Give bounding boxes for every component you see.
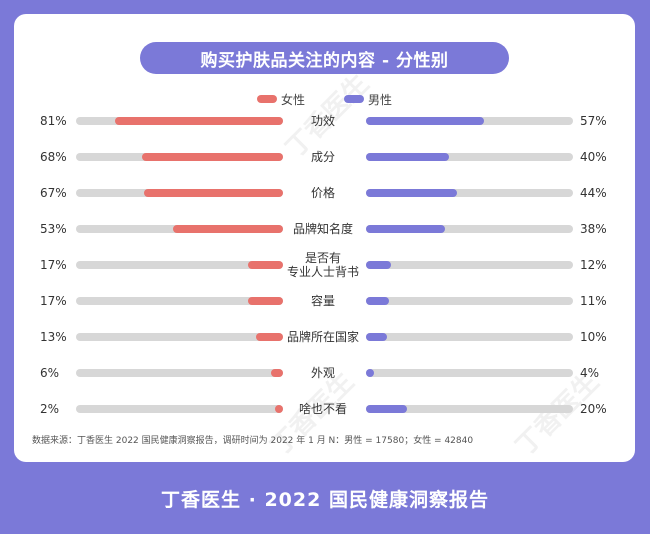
female-bar-track: [76, 333, 283, 341]
male-bar: [366, 261, 391, 269]
female-value-label: 17%: [40, 258, 67, 272]
female-bar: [247, 297, 283, 305]
category-label: 成分: [276, 150, 370, 164]
male-value-label: 20%: [580, 402, 607, 416]
female-bar: [275, 405, 283, 413]
female-bar-track: [76, 153, 283, 161]
male-value-label: 38%: [580, 222, 607, 236]
chart-title: 购买护肤品关注的内容 - 分性别: [140, 42, 509, 74]
category-label-line: 啥也不看: [298, 402, 347, 416]
male-bar-track: [366, 369, 573, 377]
category-label: 容量: [276, 294, 370, 308]
male-bar: [366, 297, 389, 305]
category-label-line: 品牌所在国家: [286, 330, 359, 344]
female-bar-track: [76, 405, 283, 413]
male-value-label: 12%: [580, 258, 607, 272]
male-bar-track: [366, 189, 573, 197]
category-label: 功效: [276, 114, 370, 128]
female-value-label: 53%: [40, 222, 67, 236]
female-value-label: 2%: [40, 402, 60, 416]
category-label-line: 价格: [310, 186, 335, 200]
female-bar: [115, 117, 283, 125]
male-value-label: 10%: [580, 330, 607, 344]
category-label-line: 功效: [310, 114, 335, 128]
legend-female: 女性: [257, 91, 305, 107]
male-bar-track: [366, 117, 573, 125]
category-label-line: 外观: [310, 366, 335, 380]
female-bar: [144, 189, 283, 197]
category-label-line: 是否有: [304, 251, 341, 265]
female-bar: [247, 261, 283, 269]
category-label: 品牌知名度: [276, 222, 370, 236]
male-bar-track: [366, 225, 573, 233]
female-bar-track: [76, 297, 283, 305]
legend-female-label: 女性: [281, 92, 306, 107]
male-value-label: 11%: [580, 294, 607, 308]
category-label-line: 品牌知名度: [292, 222, 353, 236]
male-bar-track: [366, 261, 573, 269]
footer-title: 丁香医生 · 2022 国民健康洞察报告: [161, 488, 489, 511]
chart-card: 丁香医生 丁香医生 丁香医生 购买护肤品关注的内容 - 分性别 女性 男性 81…: [14, 14, 635, 462]
category-label: 啥也不看: [276, 402, 370, 416]
male-bar: [366, 225, 445, 233]
category-label-line: 容量: [310, 294, 335, 308]
female-value-label: 13%: [40, 330, 67, 344]
male-bar: [366, 405, 408, 413]
female-bar-track: [76, 225, 283, 233]
female-bar-track: [76, 117, 283, 125]
female-value-label: 68%: [40, 150, 67, 164]
category-label: 外观: [276, 366, 370, 380]
legend-male-swatch: [344, 95, 364, 103]
female-bar-track: [76, 261, 283, 269]
category-label-line: 成分: [310, 150, 335, 164]
female-bar: [142, 153, 283, 161]
category-label: 是否有 专业人士背书: [276, 251, 370, 279]
female-value-label: 81%: [40, 114, 67, 128]
legend-male-label: 男性: [368, 92, 393, 107]
male-value-label: 40%: [580, 150, 607, 164]
female-value-label: 17%: [40, 294, 67, 308]
female-bar-track: [76, 369, 283, 377]
category-label: 品牌所在国家: [276, 330, 370, 344]
male-bar: [366, 153, 449, 161]
male-bar: [366, 189, 458, 197]
category-label: 价格: [276, 186, 370, 200]
category-label-line: 专业人士背书: [286, 265, 359, 279]
female-value-label: 67%: [40, 186, 67, 200]
female-bar: [256, 333, 283, 341]
legend-male: 男性: [344, 91, 392, 107]
male-value-label: 44%: [580, 186, 607, 200]
male-value-label: 4%: [580, 366, 600, 380]
male-value-label: 57%: [580, 114, 607, 128]
female-bar: [173, 225, 283, 233]
male-bar-track: [366, 153, 573, 161]
female-bar-track: [76, 189, 283, 197]
female-value-label: 6%: [40, 366, 60, 380]
male-bar-track: [366, 405, 573, 413]
male-bar: [366, 117, 484, 125]
female-bar: [270, 369, 283, 377]
male-bar-track: [366, 333, 573, 341]
male-bar: [366, 333, 387, 341]
male-bar: [366, 369, 375, 377]
legend-female-swatch: [257, 95, 277, 103]
data-source-note: 数据来源：丁香医生 2022 国民健康洞察报告，调研时间为 2022 年 1 月…: [32, 436, 474, 446]
male-bar-track: [366, 297, 573, 305]
